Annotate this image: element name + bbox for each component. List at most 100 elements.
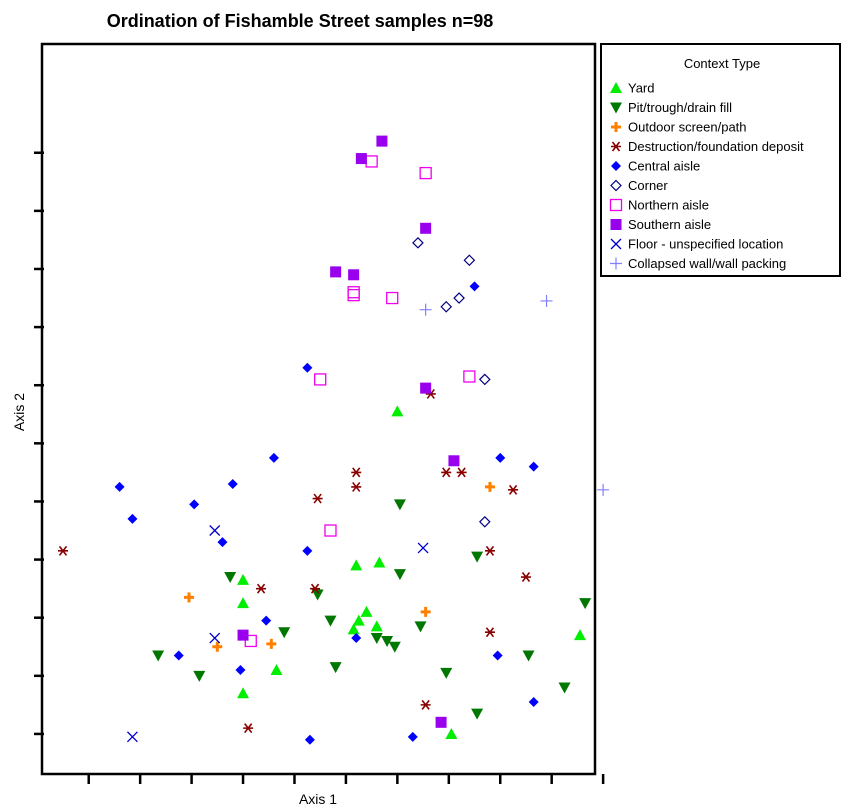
plot-frame	[40, 42, 597, 776]
data-point	[324, 524, 337, 537]
data-point	[528, 696, 539, 707]
data-point	[227, 479, 238, 490]
legend-item: Northern aisle	[609, 198, 709, 213]
data-point	[278, 627, 291, 639]
data-point	[435, 716, 447, 728]
chart-title: Ordination of Fishamble Street samples n…	[107, 11, 494, 31]
data-point	[256, 583, 267, 594]
data-point	[420, 382, 432, 394]
data-points	[58, 135, 610, 745]
data-point	[126, 731, 138, 743]
data-point	[484, 481, 495, 492]
data-point	[244, 634, 257, 648]
data-point	[189, 499, 200, 510]
data-point	[127, 513, 138, 524]
legend-label: Collapsed wall/wall packing	[628, 256, 786, 271]
data-point	[193, 670, 206, 682]
data-point	[360, 605, 373, 617]
data-point	[266, 638, 277, 649]
data-point	[414, 621, 427, 633]
series-2	[184, 481, 495, 652]
legend-label: Floor - unspecified location	[628, 237, 783, 252]
data-point	[579, 598, 592, 610]
legend-label: Yard	[628, 81, 655, 96]
data-point	[419, 303, 432, 316]
data-point	[261, 615, 272, 626]
data-point	[412, 236, 424, 249]
data-point	[324, 615, 337, 627]
data-point	[448, 455, 460, 467]
data-point	[484, 545, 495, 556]
data-point	[453, 292, 465, 304]
data-point	[348, 269, 360, 281]
legend-item: Collapsed wall/wall packing	[610, 256, 786, 271]
legend-item: Yard	[610, 81, 655, 96]
legend-marker	[610, 257, 622, 270]
legend-label: Central aisle	[628, 159, 700, 174]
data-point	[184, 592, 195, 603]
y-axis-ticks	[34, 151, 44, 736]
data-point	[312, 493, 323, 504]
legend-label: Northern aisle	[628, 198, 709, 213]
data-point	[558, 682, 571, 694]
data-point	[268, 452, 279, 463]
legend-label: Pit/trough/drain fill	[628, 100, 732, 115]
legend-item: Central aisle	[611, 159, 700, 174]
series-5	[412, 236, 491, 528]
data-point	[441, 467, 452, 478]
legend-item: Destruction/foundation deposit	[611, 139, 804, 154]
data-point	[212, 641, 223, 652]
data-point	[330, 266, 342, 278]
data-point	[381, 635, 394, 647]
legend-marker	[610, 238, 622, 250]
legend-marker	[610, 102, 622, 114]
legend-marker	[609, 198, 623, 212]
data-point	[351, 481, 362, 492]
legend-marker	[610, 219, 622, 230]
data-point	[376, 135, 388, 147]
x-axis-ticks	[87, 774, 605, 784]
legend-marker	[611, 141, 621, 152]
data-point	[355, 153, 367, 165]
legend-item: Corner	[610, 178, 668, 193]
x-axis-label: Axis 1	[299, 791, 337, 807]
data-point	[391, 405, 404, 417]
series-3	[58, 388, 531, 734]
data-point	[224, 572, 237, 584]
data-point	[388, 641, 401, 653]
legend-label: Outdoor screen/path	[628, 120, 747, 135]
data-point	[573, 629, 586, 641]
data-point	[209, 525, 221, 536]
data-point	[463, 370, 476, 383]
data-point	[373, 556, 386, 568]
data-point	[420, 606, 431, 617]
data-point	[484, 627, 495, 638]
data-point	[237, 573, 250, 585]
data-point	[370, 620, 383, 632]
data-point	[173, 650, 184, 661]
legend-item: Floor - unspecified location	[610, 237, 783, 252]
legend-item: Outdoor screen/path	[611, 120, 747, 135]
data-point	[270, 664, 283, 676]
data-point	[302, 362, 313, 373]
legend-title: Context Type	[684, 56, 760, 71]
data-point	[393, 499, 406, 511]
data-point	[393, 569, 406, 581]
legend-items: Yard Pit/trough/drain fill Outdoor screen/…	[609, 81, 804, 271]
series-1	[152, 499, 592, 720]
data-point	[440, 667, 453, 679]
data-point	[528, 461, 539, 472]
data-point	[540, 294, 553, 307]
legend-label: Corner	[628, 178, 668, 193]
legend-label: Southern aisle	[628, 217, 711, 232]
data-point	[311, 589, 324, 601]
data-point	[237, 687, 250, 699]
series-8	[126, 525, 429, 743]
data-point	[237, 629, 249, 641]
data-point	[347, 286, 360, 299]
data-point	[520, 572, 531, 583]
data-point	[463, 254, 476, 267]
data-point	[522, 650, 535, 662]
legend-marker	[611, 122, 621, 132]
data-point	[478, 373, 491, 386]
